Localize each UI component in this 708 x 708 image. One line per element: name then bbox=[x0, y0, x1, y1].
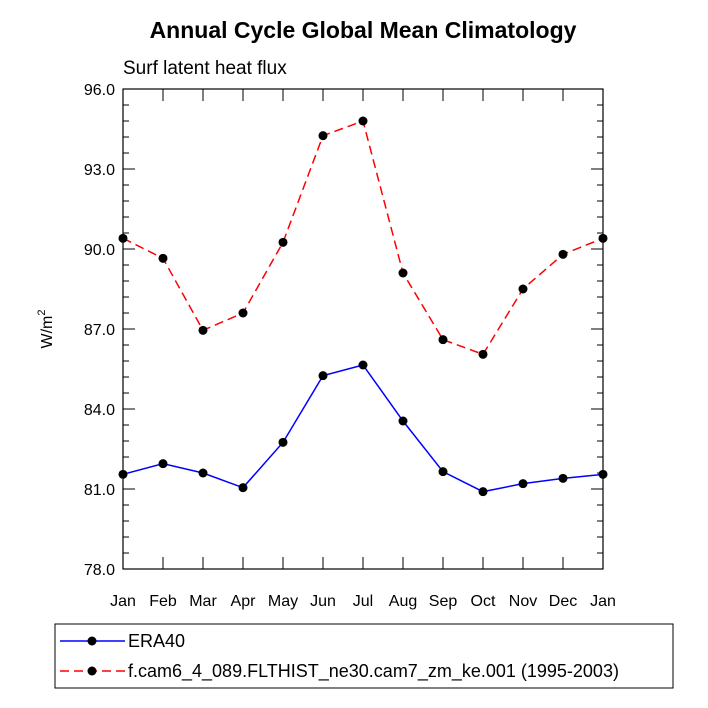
series-0-point bbox=[358, 360, 368, 370]
chart-title: Annual Cycle Global Mean Climatology bbox=[150, 17, 577, 43]
y-tick-label: 96.0 bbox=[84, 82, 115, 99]
series-1-point bbox=[518, 284, 528, 294]
legend: ERA40 f.cam6_4_089.FLTHIST_ne30.cam7_zm_k… bbox=[54, 623, 674, 689]
x-tick-label: Oct bbox=[471, 593, 496, 610]
x-tick-label: Aug bbox=[389, 593, 417, 610]
series-1-point bbox=[198, 325, 208, 335]
x-tick-label: Jul bbox=[353, 593, 373, 610]
x-tick-label: Apr bbox=[231, 593, 257, 610]
x-tick-label: Feb bbox=[149, 593, 177, 610]
series-0-point bbox=[558, 473, 568, 483]
series-line-1 bbox=[122, 120, 604, 356]
x-tick-label: Dec bbox=[549, 593, 577, 610]
series-0-point bbox=[518, 479, 528, 489]
series-1-point bbox=[438, 335, 448, 345]
series-1-point bbox=[558, 249, 568, 259]
y-tick-label: 87.0 bbox=[84, 322, 115, 339]
legend-label-0: ERA40 bbox=[128, 631, 185, 651]
x-tick-label: Jun bbox=[310, 593, 336, 610]
x-tick-label: Jan bbox=[590, 593, 616, 610]
series-0-point bbox=[598, 469, 608, 479]
series-0-point bbox=[438, 467, 448, 477]
series-1-point bbox=[358, 116, 368, 126]
series-1-point bbox=[478, 349, 488, 359]
series-1-point bbox=[278, 237, 288, 247]
x-tick-label: Sep bbox=[429, 593, 458, 610]
y-tick-label: 78.0 bbox=[84, 562, 115, 579]
y-tick-label: 93.0 bbox=[84, 162, 115, 179]
series-1-point bbox=[318, 131, 328, 141]
legend-marker-0 bbox=[87, 636, 97, 646]
series-1-point bbox=[238, 308, 248, 318]
plot-area: 78.0 81.0 84.0 87.0 90.0 93.0 96.0 Jan Feb Mar Apr… bbox=[36, 82, 616, 610]
legend-marker-1 bbox=[87, 666, 97, 676]
plot-frame bbox=[122, 88, 604, 570]
legend-box bbox=[54, 623, 674, 689]
series-0-point bbox=[398, 416, 408, 426]
series-0-point bbox=[198, 468, 208, 478]
y-tick-label: 84.0 bbox=[84, 402, 115, 419]
series-line-0 bbox=[122, 364, 604, 493]
series-0-point bbox=[318, 371, 328, 381]
series-0-point bbox=[278, 437, 288, 447]
x-tick-label: Nov bbox=[509, 593, 537, 610]
y-axis-label: W/m2 bbox=[36, 310, 56, 349]
series-1-point bbox=[158, 253, 168, 263]
series-1-point bbox=[398, 268, 408, 278]
x-tick-label: Mar bbox=[189, 593, 217, 610]
y-tick-label: 81.0 bbox=[84, 482, 115, 499]
series-0-point bbox=[158, 459, 168, 469]
legend-label-1: f.cam6_4_089.FLTHIST_ne30.cam7_zm_ke.001… bbox=[128, 661, 619, 682]
x-tick-label: Jan bbox=[110, 593, 136, 610]
x-tick-label: May bbox=[268, 593, 298, 610]
chart-subtitle: Surf latent heat flux bbox=[123, 58, 287, 79]
series-1-point bbox=[598, 233, 608, 243]
y-tick-label: 90.0 bbox=[84, 242, 115, 259]
series-0-point bbox=[238, 483, 248, 493]
series-0-point bbox=[478, 487, 488, 497]
series-0-point bbox=[118, 469, 128, 479]
series-1-point bbox=[118, 233, 128, 243]
